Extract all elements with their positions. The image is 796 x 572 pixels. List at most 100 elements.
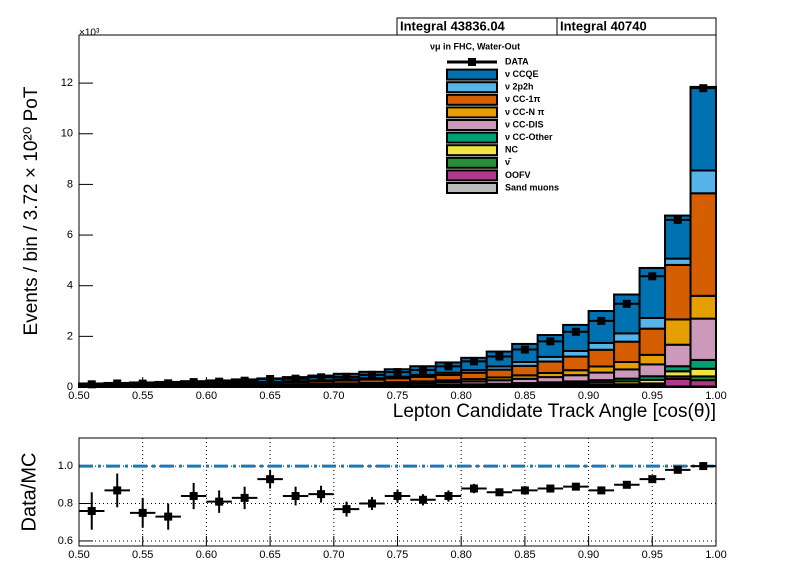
stack-segment [689, 294, 718, 320]
x-tick-label: 0.65 [259, 549, 280, 561]
ratio-point [113, 486, 122, 495]
x-tick-label: 0.85 [514, 390, 535, 402]
stack-segment [689, 169, 718, 195]
ratio-point [87, 506, 96, 515]
legend-swatch [446, 119, 498, 131]
ratio-point [622, 480, 631, 489]
data-point [673, 215, 682, 224]
data-point [648, 272, 657, 281]
ratio-point [138, 508, 147, 517]
y-tick-label: 2 [67, 330, 73, 342]
stack-segment [689, 192, 718, 297]
data-point [418, 365, 427, 374]
x-tick-label: 1.00 [705, 549, 726, 561]
data-point [87, 380, 96, 389]
stack-segment [613, 361, 641, 371]
legend-marker [468, 58, 476, 66]
data-point [444, 362, 453, 371]
y-tick-label: 0.8 [58, 497, 73, 509]
x-tick-label: 1.00 [705, 390, 726, 402]
legend-swatch [446, 131, 498, 144]
stack-segment [613, 368, 641, 380]
ratio-point [597, 486, 606, 495]
y-tick-label: 8 [67, 178, 73, 190]
ratio-point [520, 486, 529, 495]
data-point [571, 327, 580, 336]
data-point [368, 370, 377, 379]
x-tick-label: 0.60 [196, 549, 217, 561]
legend-swatch [446, 169, 498, 182]
y-tick-label: 12 [61, 77, 73, 89]
integral-data: Integral 40740 [560, 18, 647, 33]
data-point [622, 299, 631, 308]
ratio-point [546, 484, 555, 493]
data-point [113, 379, 122, 388]
legend-swatch [446, 68, 498, 81]
legend-swatch [446, 144, 498, 157]
stack-segment [638, 316, 667, 330]
y-axis-label: Events / bin / 3.72 × 10²⁰ PoT [21, 86, 42, 335]
legend-label: DATA [505, 56, 529, 66]
stack-segment [638, 353, 667, 366]
ratio-point [648, 475, 657, 484]
x-tick-label: 0.95 [642, 390, 663, 402]
data-point [393, 368, 402, 377]
x-tick-label: 0.50 [68, 549, 89, 561]
stack-segment [664, 377, 692, 388]
integral-mc: Integral 43836.04 [400, 18, 506, 33]
ratio-point [699, 462, 708, 471]
legend-swatch [446, 81, 498, 94]
ratio-point [240, 493, 249, 502]
ratio-point [317, 490, 326, 499]
stack-segment [638, 327, 667, 356]
x-tick-label: 0.55 [132, 390, 153, 402]
stack-segment [613, 340, 641, 364]
stack-segment [638, 363, 667, 378]
legend-title: νμ in FHC, Water-Out [430, 41, 520, 51]
x-tick-label: 0.85 [514, 549, 535, 561]
stack-segment [562, 355, 590, 372]
x-tick-label: 0.70 [323, 549, 344, 561]
stack-segment [689, 317, 718, 361]
data-point [266, 374, 275, 383]
stack-segment [587, 371, 616, 382]
legend-label: Sand muons [505, 182, 559, 192]
legend-label: ν̄ [505, 157, 512, 167]
x-tick-label: 0.50 [68, 390, 89, 402]
ratio-y-label: Data/MC [18, 453, 40, 532]
y-multiplier: ×10³ [79, 28, 100, 39]
ratio-point [368, 499, 377, 508]
x-tick-label: 0.95 [642, 549, 663, 561]
ratio-point [673, 465, 682, 474]
stack-segment [485, 368, 514, 379]
ratio-point [215, 497, 224, 506]
y-tick-label: 0.6 [58, 535, 73, 547]
legend-swatch [446, 93, 498, 106]
data-point [546, 337, 555, 346]
x-tick-label: 0.70 [323, 390, 344, 402]
y-tick-label: 10 [61, 128, 73, 140]
x-tick-label: 0.90 [578, 390, 599, 402]
legend-swatch [446, 182, 498, 194]
data-point [138, 379, 147, 388]
ratio-point [291, 492, 300, 501]
legend-label: ν CC-DIS [505, 119, 544, 129]
ratio-point [571, 482, 580, 491]
x-tick-label: 0.60 [196, 390, 217, 402]
data-point [469, 357, 478, 366]
legend-swatch [446, 106, 498, 119]
x-tick-label: 0.80 [450, 549, 471, 561]
data-point [240, 376, 249, 385]
legend-label: NC [505, 145, 518, 155]
ratio-point [418, 495, 427, 504]
legend-label: ν CC-N π [505, 107, 545, 117]
legend-label: ν CCQE [505, 69, 539, 79]
legend-swatch [446, 156, 498, 169]
ratio-point [444, 492, 453, 501]
data-point [291, 374, 300, 383]
x-tick-label: 0.90 [578, 549, 599, 561]
stack-segment [664, 318, 692, 346]
ratio-point [164, 512, 173, 521]
